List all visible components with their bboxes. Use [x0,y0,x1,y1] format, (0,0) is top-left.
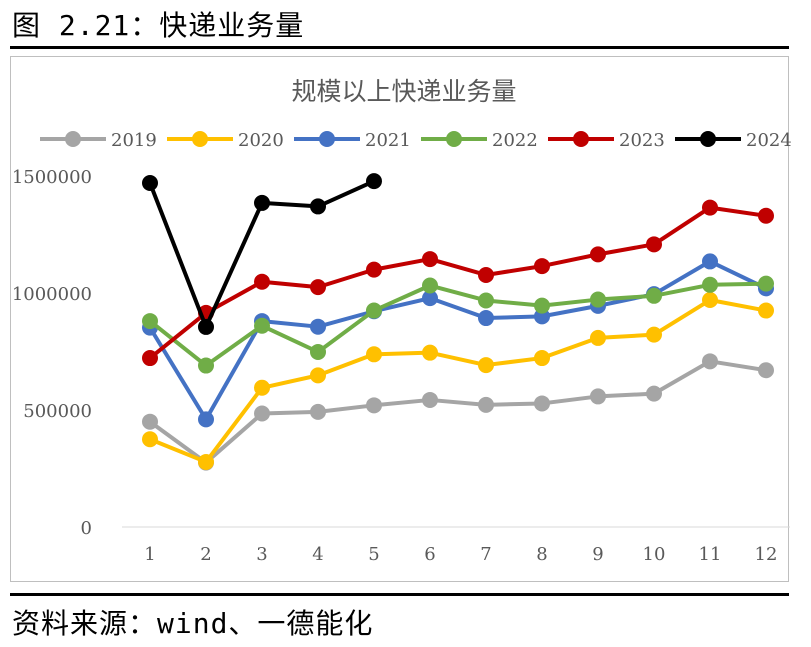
data-point-2022 [142,313,158,330]
data-point-2021 [478,310,494,327]
legend-label: 2023 [619,130,665,151]
series-line-2023 [148,205,767,360]
data-point-2019 [254,405,270,422]
legend-label: 2021 [365,130,411,151]
legend-swatch-marker [446,131,462,147]
x-tick-label: 1 [144,544,155,565]
data-point-2021 [310,318,326,335]
data-point-2023 [366,261,382,278]
data-point-2022 [254,317,270,334]
data-point-2020 [142,431,158,448]
source-note: 资料来源：wind、一德能化 [12,607,374,640]
data-point-2024 [366,173,382,190]
data-point-2022 [758,275,774,292]
bottom-rule [10,593,789,596]
data-point-2019 [646,385,662,402]
data-point-2020 [310,367,326,384]
legend-label: 2019 [111,130,157,151]
data-point-2022 [534,297,550,314]
data-point-2023 [478,266,494,283]
data-point-2023 [646,236,662,253]
data-point-2020 [422,344,438,361]
x-tick-label: 12 [755,544,778,565]
x-tick-label: 10 [643,544,666,565]
chart-title: 规模以上快递业务量 [291,77,516,106]
y-tick-label: 1000000 [12,284,92,305]
data-point-2019 [310,403,326,420]
data-point-2023 [254,273,270,290]
data-point-2023 [590,246,606,263]
data-point-2019 [366,397,382,414]
x-tick-label: 9 [592,544,603,565]
plot-area [142,173,774,471]
data-point-2020 [198,453,214,470]
data-point-2020 [478,357,494,374]
data-point-2019 [422,391,438,408]
legend-label: 2024 [746,130,792,151]
data-point-2024 [198,318,214,335]
data-point-2023 [758,207,774,224]
data-point-2020 [646,326,662,343]
data-point-2019 [478,396,494,413]
data-point-2021 [422,290,438,307]
legend-label: 2020 [238,130,284,151]
data-point-2019 [702,353,718,370]
data-point-2022 [646,287,662,304]
series-line-2020 [149,298,767,464]
data-point-2024 [254,194,270,211]
data-point-2020 [534,350,550,367]
data-point-2019 [758,362,774,379]
x-tick-label: 3 [256,544,267,565]
series-line-2022 [148,281,767,368]
data-point-2019 [590,388,606,405]
data-point-2023 [702,199,718,216]
data-point-2022 [422,277,438,294]
data-point-2023 [310,279,326,296]
data-point-2022 [198,357,214,374]
data-point-2020 [702,292,718,309]
data-point-2024 [142,175,158,192]
x-tick-label: 11 [699,544,722,565]
data-point-2020 [758,302,774,319]
x-tick-label: 6 [424,544,435,565]
legend-label: 2022 [492,130,538,151]
data-point-2022 [478,292,494,309]
y-tick-label: 0 [81,518,92,539]
x-tick-label: 8 [536,544,547,565]
chart-frame [10,56,789,582]
data-point-2023 [422,251,438,268]
legend-swatch-marker [700,131,716,147]
data-point-2021 [702,253,718,270]
data-point-2022 [310,343,326,360]
legend-swatch-marker [192,131,208,147]
data-point-2019 [142,413,158,430]
data-point-2023 [534,258,550,275]
data-point-2020 [254,379,270,396]
data-point-2021 [198,411,214,428]
legend-swatch-marker [65,131,81,147]
x-tick-label: 2 [200,544,211,565]
legend-swatch-marker [319,131,335,147]
y-tick-label: 500000 [23,401,92,422]
data-point-2019 [534,395,550,412]
data-point-2020 [366,346,382,363]
chart-legend: 2019 2020 2021 2022 2023 2024 [40,130,792,151]
data-point-2022 [590,291,606,308]
legend-swatch-marker [573,131,589,147]
series-line-2019 [148,359,767,465]
data-point-2022 [366,302,382,319]
series-line-2021 [148,259,767,422]
data-point-2023 [142,350,158,367]
x-tick-label: 5 [368,544,379,565]
figure-title: 图 2.21：快递业务量 [12,9,305,42]
y-tick-label: 1500000 [12,167,92,188]
x-tick-label: 4 [312,544,323,565]
x-tick-label: 7 [480,544,491,565]
data-point-2022 [702,276,718,293]
data-point-2024 [310,198,326,215]
top-rule [10,46,789,49]
data-point-2020 [590,329,606,346]
